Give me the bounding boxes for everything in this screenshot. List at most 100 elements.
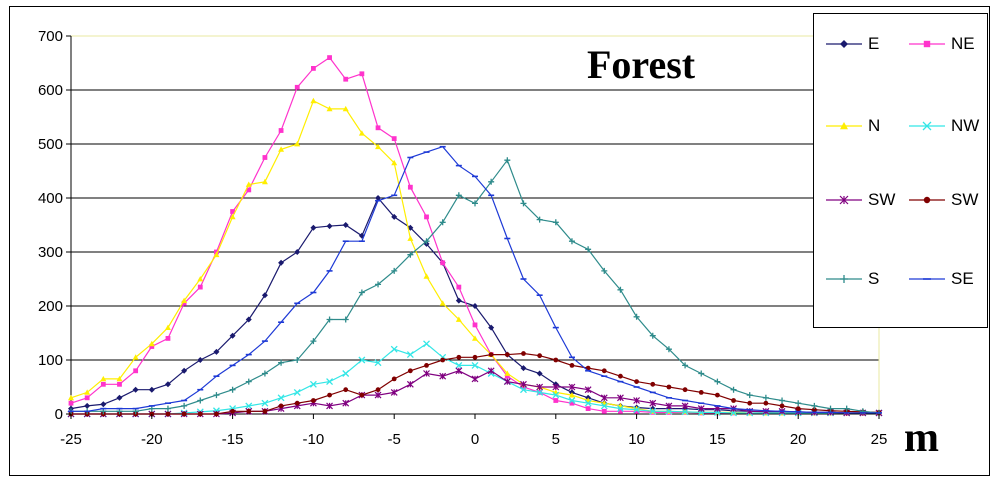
data-point [229,332,236,339]
data-point [164,405,171,412]
data-point [149,344,155,349]
data-point [326,402,333,410]
data-point [294,141,301,147]
legend-item: N [826,115,880,137]
data-point [746,392,753,399]
data-point [601,408,607,414]
gridlines [71,35,879,361]
legend-swatch [826,275,862,283]
data-point [326,105,333,112]
data-point [117,381,122,387]
x-tick-label: -25 [60,431,82,448]
data-point [682,362,689,369]
data-point [375,387,381,393]
data-point [181,300,187,306]
data-point [326,223,333,230]
data-point [553,398,559,403]
data-point [649,407,657,415]
data-point [537,353,543,359]
data-point [293,388,301,396]
data-point [390,345,398,353]
data-point [68,394,74,401]
data-point [407,235,414,241]
data-point [278,259,285,266]
legend-label: NE [951,34,975,53]
data-point [197,397,204,404]
data-point [681,408,689,416]
data-point [795,400,802,407]
legend-item: S [826,268,879,290]
data-point [245,316,252,323]
legend-swatch-marker [922,121,932,131]
data-point [229,213,236,220]
data-point [471,375,479,383]
x-tick-label: 0 [471,431,479,448]
data-point [633,406,641,414]
data-point [520,386,527,394]
legend-item: NE [909,33,975,55]
data-point [311,66,316,71]
data-point [310,97,317,104]
data-point [374,359,382,367]
data-point [504,370,511,376]
data-point [488,178,495,185]
x-tick-label: 25 [871,431,888,448]
y-tick-label: 200 [38,298,63,315]
data-point [585,246,592,253]
data-point [294,249,301,255]
legend-item: E [826,33,879,55]
data-point [262,408,268,414]
data-point [342,316,349,323]
data-point [440,260,446,266]
data-point [181,411,187,417]
data-point [747,400,753,406]
data-point [471,361,479,369]
data-point [827,405,834,412]
data-point [552,219,559,226]
data-point [375,195,382,201]
data-point [762,394,769,401]
data-point [618,408,623,414]
data-point [342,222,349,228]
data-point [390,388,398,396]
legend-swatch [826,40,862,48]
legend-label: N [868,116,881,135]
data-point [343,387,349,393]
data-point [327,392,332,398]
series-line [71,146,879,414]
data-point [731,398,736,403]
data-point [456,284,462,290]
x-tick-label: -20 [141,431,163,448]
data-point [342,399,350,407]
y-tick-label: 500 [38,136,63,153]
data-point [133,368,139,374]
data-point [795,406,801,411]
data-point [600,394,608,402]
data-point [715,392,720,398]
data-point [100,375,107,382]
data-point [634,408,639,414]
data-point [617,394,624,402]
data-point [197,357,204,363]
data-point [665,346,672,353]
data-point [585,406,591,411]
x-tick-label: -15 [222,431,244,448]
x-tick-label: 20 [790,431,807,448]
data-point [618,373,623,379]
data-point [698,390,704,395]
data-point [536,370,543,377]
data-point [391,136,397,141]
data-point [230,209,235,214]
x-tick-label: -5 [388,431,401,448]
data-point [843,405,850,412]
data-point [569,400,575,406]
legend-swatch-marker [840,40,848,48]
chart-title: Forest [587,42,696,87]
data-point [100,381,106,387]
legend-item: NW [909,115,979,137]
data-point [455,361,463,369]
data-point [536,383,544,391]
data-point [84,395,90,401]
legend-label: S [868,269,880,288]
legend-label: NW [951,116,980,135]
